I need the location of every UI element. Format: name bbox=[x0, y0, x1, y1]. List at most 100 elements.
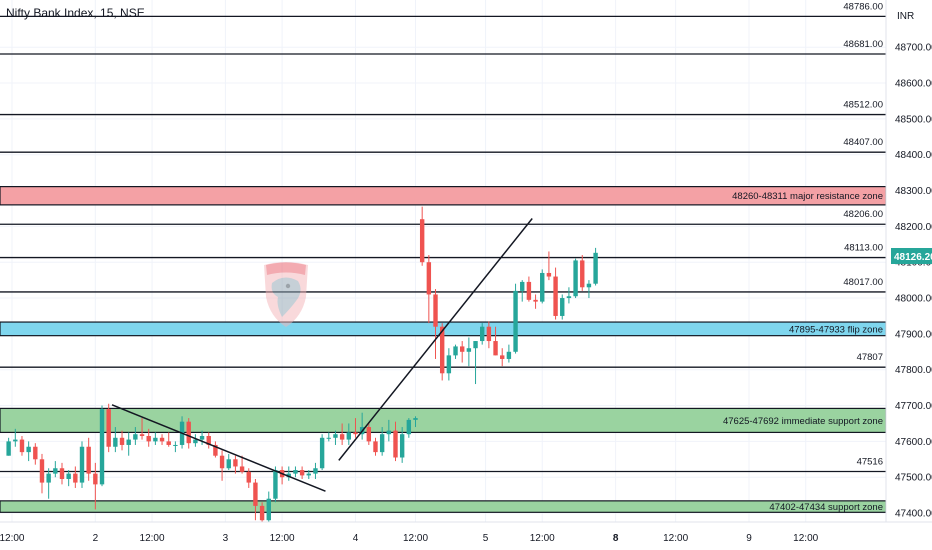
candle-body bbox=[406, 419, 412, 435]
candle-body bbox=[73, 473, 78, 483]
level-label: 47516 bbox=[857, 456, 883, 467]
y-axis[interactable]: INR 47400.00 47500.00 47600.00 47700.00 4780… bbox=[885, 0, 932, 522]
candle-body bbox=[33, 446, 38, 460]
candle-body bbox=[253, 482, 258, 506]
x-tick-label: 12:00 bbox=[0, 533, 25, 544]
level-label: 48681.00 bbox=[843, 39, 883, 50]
grid bbox=[0, 0, 886, 522]
candle-body bbox=[66, 473, 71, 479]
x-tick-label: 12:00 bbox=[270, 533, 295, 544]
candle-body bbox=[413, 418, 418, 420]
x-tick-label: 4 bbox=[353, 533, 359, 544]
candle-body bbox=[219, 455, 225, 469]
y-tick-label: 47900.00 bbox=[895, 329, 932, 340]
candle-body bbox=[466, 348, 472, 352]
currency-label: INR bbox=[897, 11, 914, 22]
candle-body bbox=[506, 351, 512, 359]
candle-body bbox=[500, 355, 505, 359]
candle-body bbox=[6, 441, 11, 456]
candle-body bbox=[159, 437, 165, 442]
candle-body bbox=[233, 459, 238, 467]
candle-body bbox=[306, 473, 311, 476]
x-tick-label: 12:00 bbox=[530, 533, 555, 544]
candles bbox=[6, 206, 598, 530]
x-tick-labels: 12:00 2 12:00 3 12:00 4 12:00 5 12:00 8 12:00 9 12:0… bbox=[0, 533, 819, 544]
y-tick-label: 48300.00 bbox=[895, 186, 932, 197]
level-label: 48206.00 bbox=[843, 209, 883, 220]
candle-body bbox=[313, 468, 318, 474]
candle-body bbox=[273, 470, 278, 499]
y-tick-label: 48700.00 bbox=[895, 43, 932, 54]
horizontal-levels: 48786.00 48681.00 48512.00 48407.00 48206.00… bbox=[0, 1, 886, 473]
candle-body bbox=[533, 299, 538, 302]
candle-body bbox=[526, 281, 532, 300]
candle-body bbox=[493, 341, 498, 356]
candle-body bbox=[126, 439, 131, 445]
candle-body bbox=[39, 459, 45, 483]
candle-body bbox=[453, 346, 458, 356]
candle-body bbox=[139, 434, 145, 436]
x-tick-label: 12:00 bbox=[793, 533, 818, 544]
y-tick-label: 48200.00 bbox=[895, 222, 932, 233]
candle-body bbox=[459, 346, 465, 352]
y-tick-label: 47800.00 bbox=[895, 365, 932, 376]
zone-band bbox=[0, 500, 887, 513]
candle-body bbox=[266, 498, 271, 521]
candle-body bbox=[560, 298, 565, 316]
candle-body bbox=[166, 441, 171, 445]
candle-body bbox=[19, 439, 25, 453]
candle-body bbox=[153, 437, 158, 442]
candle-body bbox=[386, 430, 392, 435]
x-axis[interactable]: 12:00 2 12:00 3 12:00 4 12:00 5 12:00 8 12:00 9 12:0… bbox=[0, 521, 932, 550]
x-tick-label: 5 bbox=[483, 533, 489, 544]
candle-body bbox=[513, 290, 518, 352]
candle-body bbox=[580, 260, 585, 288]
candle-body bbox=[586, 283, 592, 288]
candle-body bbox=[213, 444, 218, 456]
watermark-logo bbox=[264, 262, 308, 327]
candle-body bbox=[286, 473, 291, 478]
candle-body bbox=[553, 276, 558, 316]
x-tick-label: 3 bbox=[223, 533, 229, 544]
candle-body bbox=[79, 446, 85, 483]
candle-body bbox=[373, 441, 378, 453]
candle-body bbox=[333, 434, 338, 438]
candle-body bbox=[433, 294, 438, 327]
y-tick-label: 47700.00 bbox=[895, 401, 932, 412]
candle-body bbox=[146, 436, 151, 442]
candle-body bbox=[399, 434, 405, 458]
candle-body bbox=[426, 262, 432, 295]
zone-label: 48260-48311 major resistance zone bbox=[732, 191, 883, 202]
y-tick-label: 47400.00 bbox=[895, 509, 932, 520]
trendlines bbox=[111, 218, 533, 492]
y-tick-label: 48500.00 bbox=[895, 114, 932, 125]
last-price-label: 48126.20 bbox=[894, 252, 932, 263]
x-tick-label: 12:00 bbox=[140, 533, 165, 544]
candle-body bbox=[566, 296, 572, 299]
level-label: 47807 bbox=[857, 352, 883, 363]
candle-body bbox=[393, 430, 398, 458]
candle-body bbox=[573, 260, 578, 297]
level-label: 48017.00 bbox=[843, 277, 883, 288]
trendline bbox=[111, 404, 326, 492]
candle-body bbox=[246, 471, 251, 483]
candle-body bbox=[326, 437, 331, 439]
candle-body bbox=[173, 444, 178, 446]
candle-body bbox=[520, 281, 525, 291]
level-label: 48786.00 bbox=[843, 1, 883, 12]
candle-body bbox=[593, 252, 598, 284]
candle-body bbox=[439, 326, 445, 374]
zone-label: 47402-47434 support zone bbox=[769, 502, 883, 513]
x-tick-label: 12:00 bbox=[403, 533, 428, 544]
level-label: 48407.00 bbox=[843, 137, 883, 148]
candle-body bbox=[446, 355, 452, 374]
candle-body bbox=[486, 326, 492, 342]
candle-body bbox=[99, 409, 105, 485]
candle-body bbox=[206, 436, 211, 445]
candle-body bbox=[226, 459, 231, 469]
zone-label: 47895-47933 flip zone bbox=[789, 324, 883, 335]
level-label: 48512.00 bbox=[843, 100, 883, 111]
candle-body bbox=[346, 432, 352, 440]
y-tick-label: 48400.00 bbox=[895, 150, 932, 161]
